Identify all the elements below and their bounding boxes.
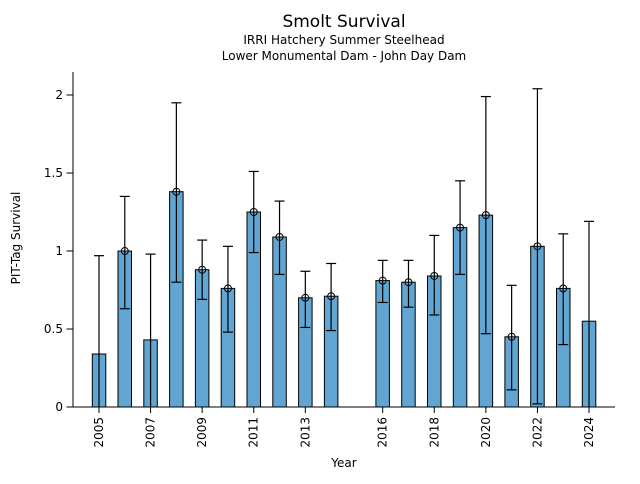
marker-2008 (172, 187, 181, 196)
y-tick-label-0.5: 0.5 (44, 322, 63, 336)
x-tick-label-2020: 2020 (479, 417, 493, 448)
marker-2009 (198, 265, 207, 274)
plot-area: 0 0.5 1 1.5 2 2005 2007 2009 2011 2013 2016 2018 202… (44, 72, 615, 448)
y-tick-label-0: 0 (55, 400, 63, 414)
marker-2011 (249, 208, 258, 216)
marker-2023 (559, 284, 568, 293)
x-tick-label-2016: 2016 (376, 417, 390, 448)
x-axis-label: Year (330, 456, 356, 470)
chart-subtitle-line2: Lower Monumental Dam - John Day Dam (222, 49, 467, 63)
marker-2020 (481, 211, 490, 220)
chart-subtitle-line1: IRRI Hatchery Summer Steelhead (243, 33, 444, 47)
marker-2013 (301, 293, 310, 302)
marker-2012 (275, 232, 284, 241)
marker-2010 (223, 284, 232, 293)
marker-2016 (378, 276, 387, 285)
y-axis-label: PIT-Tag Survival (9, 192, 23, 285)
x-tick-label-2007: 2007 (144, 417, 158, 448)
y-tick-label-1: 1 (55, 244, 63, 258)
marker-2018 (430, 271, 439, 280)
x-tick-label-2009: 2009 (195, 417, 209, 448)
marker-2022 (533, 242, 542, 251)
y-tick-label-2: 2 (55, 88, 63, 102)
x-tick-label-2005: 2005 (92, 417, 106, 448)
marker-2014 (327, 292, 336, 301)
marker-2017 (404, 278, 413, 287)
marker-2006 (120, 247, 129, 255)
x-tick-label-2018: 2018 (427, 417, 441, 448)
x-tick-label-2024: 2024 (582, 417, 596, 448)
y-tick-label-1.5: 1.5 (44, 166, 63, 180)
x-tick-label-2011: 2011 (247, 417, 261, 448)
marker-2021 (507, 332, 516, 341)
marker-2019 (456, 223, 465, 232)
x-tick-label-2022: 2022 (530, 417, 544, 448)
chart-title: Smolt Survival (282, 12, 405, 32)
x-tick-label-2013: 2013 (298, 417, 312, 448)
